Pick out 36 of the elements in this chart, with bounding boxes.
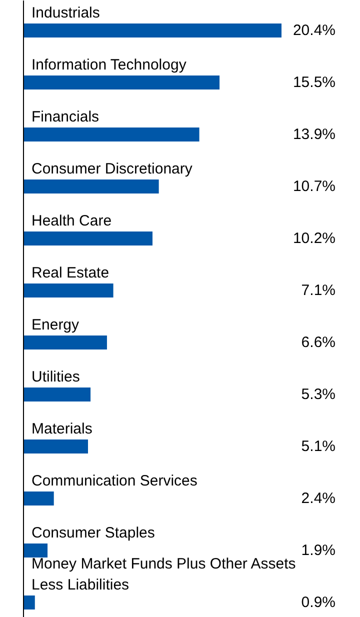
y-tick-label: Utilities <box>32 368 80 386</box>
data-label: 10.2% <box>292 230 336 247</box>
bar <box>24 492 54 506</box>
y-tick-label: Communication Services <box>32 472 198 490</box>
bar <box>24 544 48 558</box>
data-label: 5.3% <box>301 386 336 403</box>
data-label: 1.9% <box>301 542 336 559</box>
bar <box>24 388 91 402</box>
data-label: 20.4% <box>292 22 336 39</box>
bar <box>24 76 220 90</box>
y-tick-label: Consumer Discretionary <box>32 160 193 178</box>
y-tick-label: Real Estate <box>32 264 110 282</box>
data-label: 0.9% <box>301 594 336 611</box>
bar <box>24 128 200 142</box>
bar <box>24 24 282 38</box>
y-tick-label: Money Market Funds Plus Other Assets Less Liabilities <box>32 555 296 594</box>
bar <box>24 336 107 350</box>
data-label: 5.1% <box>301 438 336 455</box>
y-tick-label: Consumer Staples <box>32 524 155 542</box>
y-tick-label: Industrials <box>32 4 100 22</box>
bar <box>24 180 159 194</box>
bar <box>24 232 152 246</box>
y-tick-label: Health Care <box>32 212 112 230</box>
data-label: 15.5% <box>292 74 336 91</box>
data-label: 6.6% <box>301 334 336 351</box>
data-label: 13.9% <box>292 126 336 143</box>
y-tick-label: Financials <box>32 108 100 126</box>
y-tick-label: Materials <box>32 420 92 438</box>
data-label: 2.4% <box>301 490 336 507</box>
bar <box>24 440 88 454</box>
y-tick-label: Information Technology <box>32 56 187 74</box>
y-tick-label: Energy <box>32 316 80 334</box>
data-label: 10.7% <box>292 178 336 195</box>
bar <box>24 596 35 610</box>
bar <box>24 284 114 298</box>
data-label: 7.1% <box>301 282 336 299</box>
